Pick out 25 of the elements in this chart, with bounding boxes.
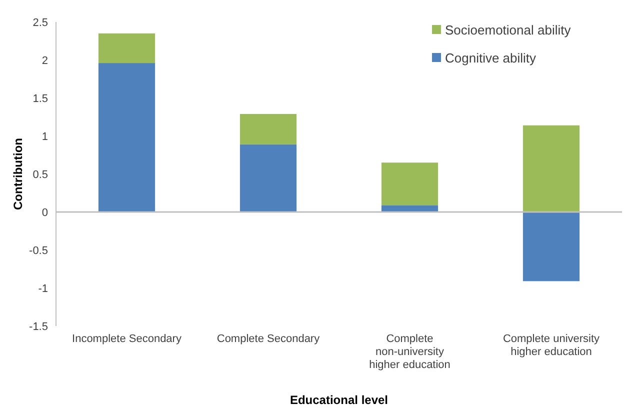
bar xyxy=(381,205,438,212)
bar xyxy=(98,33,156,64)
x-tick-label: Complete Secondary xyxy=(216,333,320,345)
x-axis-title: Educational level xyxy=(290,393,388,407)
x-tick-label: Complete non-university higher education xyxy=(369,333,450,371)
bar xyxy=(522,125,580,212)
y-axis-title: Contribution xyxy=(11,138,25,210)
bar xyxy=(240,114,297,144)
y-tick-label: 0 xyxy=(42,206,48,219)
y-tick-label: 2.5 xyxy=(32,16,48,29)
x-tick-label: Complete university higher education xyxy=(502,333,600,358)
bar xyxy=(240,144,297,212)
y-tick-label: 1 xyxy=(42,130,48,143)
y-tick-label: -1.5 xyxy=(29,320,48,333)
y-tick-label: 0.5 xyxy=(32,168,48,181)
bar xyxy=(522,212,580,282)
legend-label: Socioemotional ability xyxy=(445,22,572,38)
y-tick-label: -1 xyxy=(38,282,48,295)
bar xyxy=(381,162,438,206)
y-tick-label: 2 xyxy=(42,54,48,67)
legend-label: Cognitive ability xyxy=(445,50,537,66)
y-tick-label: -0.5 xyxy=(29,244,48,257)
x-tick-label: Incomplete Secondary xyxy=(72,333,182,345)
bar xyxy=(98,63,156,212)
y-tick-label: 1.5 xyxy=(32,92,48,105)
